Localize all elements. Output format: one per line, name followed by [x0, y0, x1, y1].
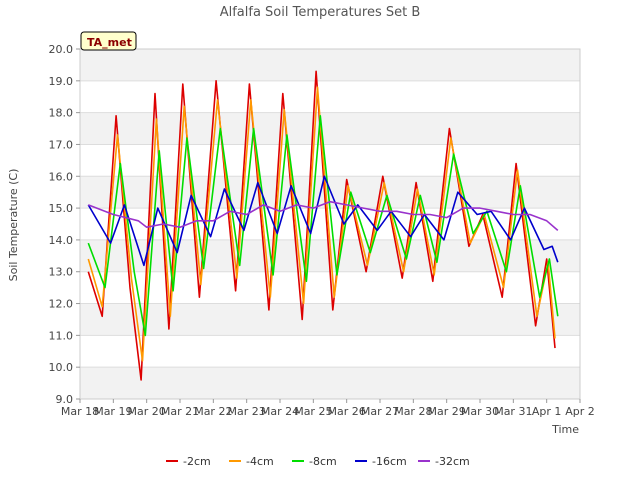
y-tick-label: 19.0 — [49, 75, 74, 88]
grid-band — [80, 49, 580, 81]
x-tick-label: Mar 27 — [361, 405, 399, 418]
station-badge: TA_met — [80, 31, 137, 51]
x-tick-label: Mar 23 — [228, 405, 266, 418]
y-tick-label: 17.0 — [49, 138, 74, 151]
series-lines — [87, 70, 559, 381]
legend-label: -16cm — [372, 455, 407, 468]
x-tick-label: Mar 19 — [94, 405, 132, 418]
grid-band — [80, 112, 580, 145]
x-tick-label: Mar 28 — [394, 405, 432, 418]
legend-label: -8cm — [309, 455, 337, 468]
chart-title: Alfalfa Soil Temperatures Set B — [220, 5, 421, 20]
x-tick-label: Mar 26 — [328, 405, 366, 418]
legend: -2cm -4cm -8cm -16cm -32cm — [166, 455, 470, 468]
series-line-32cmcm — [88, 200, 559, 232]
grid-band — [80, 303, 580, 336]
y-tick-label: 18.0 — [49, 107, 74, 120]
x-tick-label: Apr 1 — [532, 405, 562, 418]
y-tick-label: 20.0 — [49, 43, 74, 56]
legend-label: -32cm — [435, 455, 470, 468]
y-tick-label: 11.0 — [49, 329, 74, 342]
legend-label: -4cm — [246, 455, 274, 468]
series-line-2cmcm — [87, 70, 556, 381]
x-tick-label: Mar 22 — [194, 405, 232, 418]
x-tick-label: Mar 25 — [294, 405, 332, 418]
x-tick-label: Mar 24 — [261, 405, 299, 418]
series-line-8cmcm — [87, 115, 559, 337]
x-tick-label: Mar 21 — [161, 405, 199, 418]
y-tick-label: 15.0 — [49, 202, 74, 215]
y-tick-label: 16.0 — [49, 170, 74, 183]
y-tick-label: 10.0 — [49, 361, 74, 374]
x-tick-label: Mar 30 — [461, 405, 499, 418]
y-tick-label: 12.0 — [49, 298, 74, 311]
y-tick-label: 13.0 — [49, 266, 74, 279]
plot-frame — [79, 48, 581, 400]
grid-band — [80, 367, 580, 399]
legend-label: -2cm — [183, 455, 211, 468]
grid-band — [80, 335, 580, 368]
x-tick-label: Mar 31 — [494, 405, 532, 418]
y-axis-ticks: 9.0 10.0 11.0 12.0 13.0 14.0 15.0 16.0 17.0 18.0 1… — [49, 43, 80, 406]
station-badge-label: TA_met — [87, 36, 132, 49]
series-line-16cmcm — [87, 175, 559, 267]
x-tick-label: Mar 20 — [128, 405, 166, 418]
x-tick-label: Mar 18 — [61, 405, 99, 418]
x-axis-label: Time — [551, 423, 579, 436]
grid-band — [80, 144, 580, 177]
grid-band — [80, 80, 580, 113]
y-tick-label: 9.0 — [56, 393, 74, 406]
y-tick-label: 14.0 — [49, 234, 74, 247]
x-tick-label: Apr 2 — [565, 405, 595, 418]
x-tick-label: Mar 29 — [428, 405, 466, 418]
y-axis-label: Soil Temperature (C) — [7, 169, 20, 282]
station-badge-box — [80, 31, 137, 51]
